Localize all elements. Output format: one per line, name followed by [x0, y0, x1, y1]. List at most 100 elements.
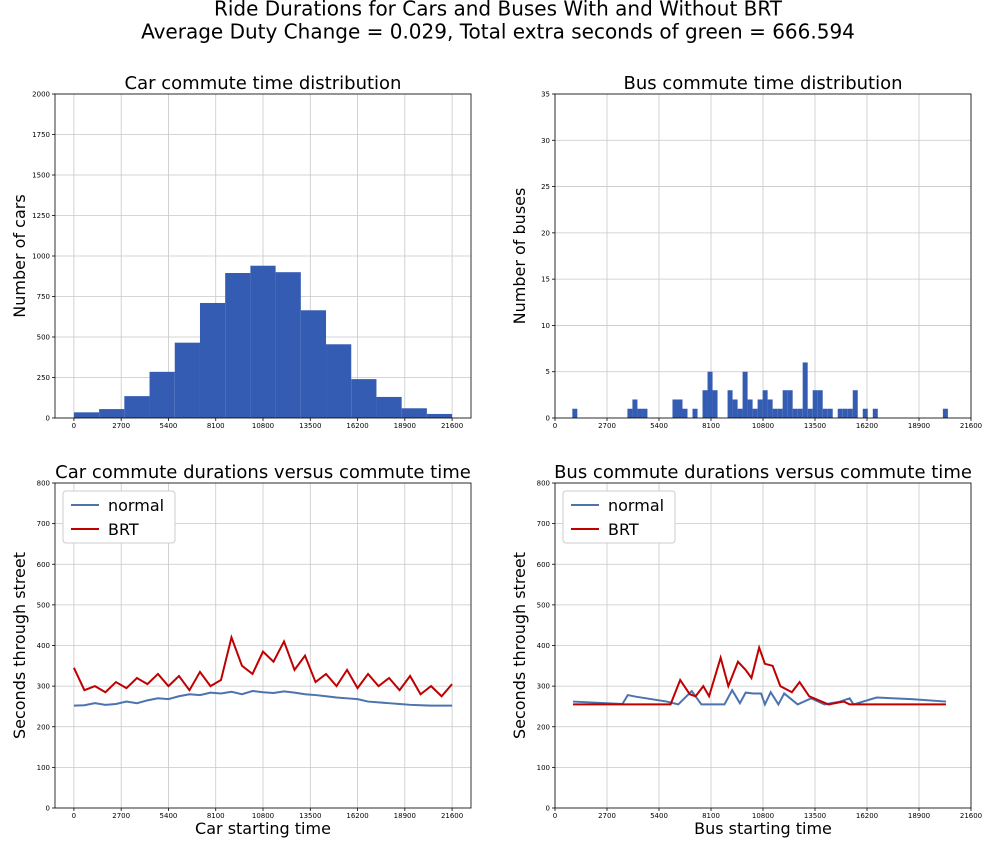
bar [326, 344, 352, 418]
bar [797, 408, 803, 418]
bar [807, 408, 813, 418]
x-tick-label: 21600 [441, 422, 463, 430]
x-tick-label: 8100 [702, 422, 720, 430]
y-tick-label: 30 [541, 137, 550, 145]
bar [792, 408, 798, 418]
y-tick-label: 10 [541, 322, 550, 330]
bar [847, 408, 853, 418]
subplot-title: Car commute durations versus commute tim… [55, 462, 471, 483]
legend-label: normal [608, 496, 664, 515]
x-tick-label: 21600 [960, 812, 982, 820]
y-tick-label: 800 [537, 480, 550, 488]
y-tick-label: 800 [37, 480, 50, 488]
y-tick-label: 1500 [32, 172, 50, 180]
y-tick-label: 100 [37, 764, 50, 772]
x-tick-label: 13500 [299, 812, 321, 820]
bar [73, 412, 100, 418]
bar [250, 265, 276, 418]
bar [199, 302, 226, 418]
axes-frame [54, 482, 472, 809]
y-tick-label: 1000 [32, 253, 50, 261]
bar [742, 371, 748, 418]
bar [300, 310, 327, 418]
y-axis-label: Seconds through street [10, 552, 29, 739]
x-tick-label: 5400 [160, 422, 178, 430]
bar [572, 408, 578, 418]
y-tick-label: 400 [37, 642, 50, 650]
legend-label: BRT [108, 520, 139, 539]
x-tick-label: 5400 [650, 422, 668, 430]
bar [124, 396, 150, 418]
y-tick-label: 700 [537, 520, 550, 528]
y-tick-label: 0 [46, 805, 50, 813]
y-tick-label: 500 [37, 601, 50, 609]
bar [822, 408, 828, 418]
subplot-title: Bus commute time distribution [623, 73, 902, 94]
bar [637, 408, 643, 418]
axes-frame [554, 93, 972, 419]
bar [174, 342, 200, 418]
x-tick-label: 8100 [207, 422, 225, 430]
x-tick-label: 10800 [752, 812, 774, 820]
bar [627, 408, 633, 418]
axes-frame [54, 93, 472, 419]
x-tick-label: 2700 [112, 812, 130, 820]
x-tick-label: 2700 [598, 812, 616, 820]
axes-frame [554, 482, 972, 809]
x-tick-label: 18900 [394, 422, 416, 430]
y-tick-label: 750 [37, 293, 50, 301]
y-tick-label: 500 [37, 334, 50, 342]
x-tick-label: 10800 [252, 422, 274, 430]
legend-label: normal [108, 496, 164, 515]
bar [99, 409, 125, 418]
y-tick-label: 600 [37, 561, 50, 569]
bar [702, 390, 708, 418]
y-tick-label: 100 [537, 764, 550, 772]
legend-label: BRT [608, 520, 639, 539]
x-tick-label: 18900 [908, 812, 930, 820]
subplot: 0 2700 5400 8100 10800 13500 16200 18900 21600 0 1… [510, 462, 982, 838]
bar [852, 390, 858, 418]
y-tick-label: 700 [37, 520, 50, 528]
x-tick-label: 18900 [394, 812, 416, 820]
x-tick-label: 13500 [804, 422, 826, 430]
bar [682, 408, 688, 418]
bar [872, 408, 878, 418]
y-tick-label: 300 [537, 683, 550, 691]
x-tick-label: 10800 [252, 812, 274, 820]
bar [787, 390, 793, 418]
bar [677, 399, 683, 418]
bar [642, 408, 648, 418]
bar [762, 390, 768, 418]
x-tick-label: 0 [72, 422, 76, 430]
x-tick-label: 10800 [752, 422, 774, 430]
bar [827, 408, 833, 418]
x-axis-label: Bus starting time [694, 819, 832, 838]
x-tick-label: 8100 [207, 812, 225, 820]
x-tick-label: 18900 [908, 422, 930, 430]
bar [802, 362, 808, 418]
y-tick-label: 250 [37, 374, 50, 382]
bar [692, 408, 698, 418]
x-tick-label: 2700 [598, 422, 616, 430]
bar [351, 379, 377, 418]
y-tick-label: 0 [546, 415, 550, 423]
bar [149, 371, 175, 418]
x-tick-label: 21600 [960, 422, 982, 430]
x-tick-label: 5400 [160, 812, 178, 820]
bar [782, 390, 788, 418]
bar [426, 413, 453, 418]
x-tick-label: 13500 [299, 422, 321, 430]
bar [862, 408, 868, 418]
bar [777, 408, 783, 418]
y-tick-label: 300 [37, 683, 50, 691]
y-tick-label: 400 [537, 642, 550, 650]
bar [707, 371, 713, 418]
bar [842, 408, 848, 418]
bar [772, 408, 778, 418]
bar [812, 390, 818, 418]
x-tick-label: 8100 [702, 812, 720, 820]
bar [752, 408, 758, 418]
bar [747, 399, 753, 418]
